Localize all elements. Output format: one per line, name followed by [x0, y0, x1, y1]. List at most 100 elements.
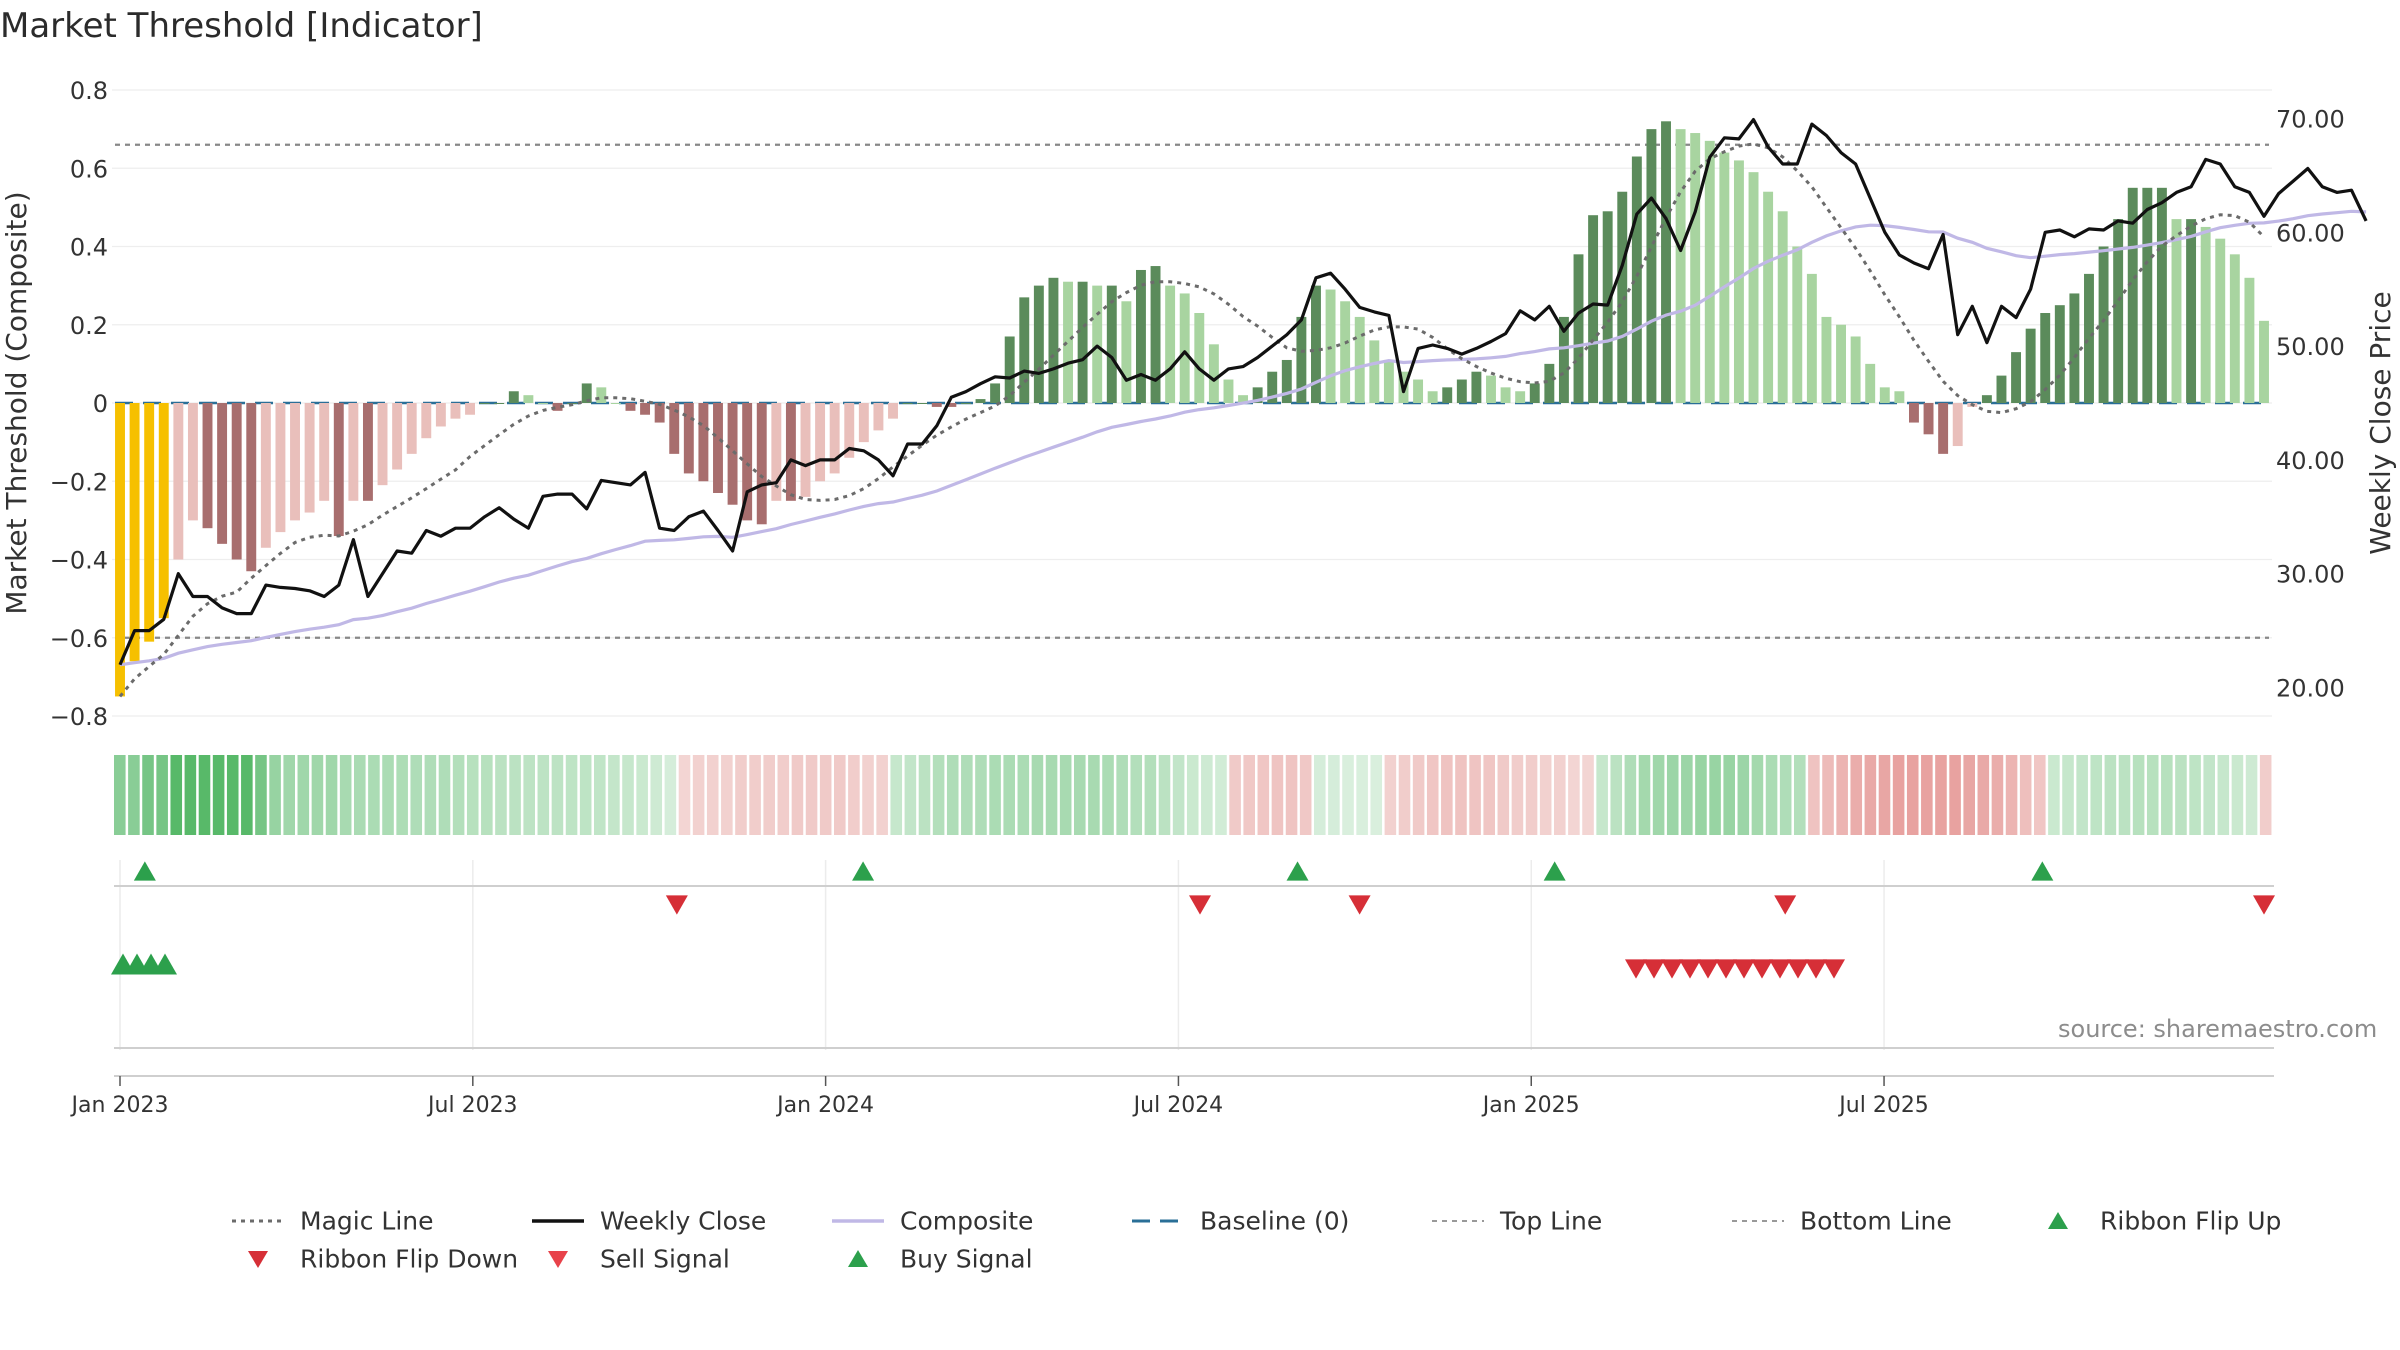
composite-bar [494, 403, 505, 404]
composite-bar [2011, 352, 2022, 403]
legend-label: Buy Signal [900, 1244, 1033, 1274]
ribbon-cell [283, 755, 295, 835]
ribbon-cell [1878, 755, 1891, 835]
ribbon-cell [269, 755, 281, 835]
buy-signal-marker [852, 861, 875, 881]
composite-bar [785, 403, 796, 501]
ribbon-cell [946, 755, 959, 835]
ribbon-cell [1356, 755, 1368, 835]
composite-bar [1515, 391, 1526, 403]
composite-bar [1223, 379, 1234, 403]
ribbon-cell [1935, 755, 1947, 835]
y-tick-label: 0.6 [70, 155, 108, 183]
ribbon-cell [1554, 755, 1566, 835]
ribbon-cell [424, 755, 437, 835]
ribbon-cell [1666, 755, 1679, 835]
composite-bar [1909, 403, 1919, 423]
composite-bar [377, 403, 388, 486]
composite-bar [2244, 277, 2255, 403]
composite-bar [1077, 281, 1088, 403]
composite-bar [1427, 391, 1438, 403]
y2-axis-title: Weekly Close Price [2364, 291, 2397, 554]
ribbon-cell [1568, 755, 1580, 835]
composite-bar [2186, 219, 2197, 403]
y-tick-label: −0.6 [50, 625, 108, 653]
ribbon-cell [1751, 755, 1764, 835]
ribbon-cell [1257, 755, 1270, 835]
ribbon-cell [255, 755, 267, 835]
composite-bar [275, 403, 286, 533]
ribbon-cell [1215, 755, 1227, 835]
ribbon-cell [2005, 755, 2018, 835]
ribbon-cell [2175, 755, 2187, 835]
ribbon-cell [678, 755, 691, 835]
ribbon-cell [1088, 755, 1100, 835]
sell-signal-marker [665, 895, 688, 915]
composite-bar [158, 403, 169, 619]
composite-bar [990, 383, 1001, 403]
ribbon-cell [1144, 755, 1157, 835]
composite-bar [1238, 395, 1249, 403]
legend-swatch [230, 1210, 286, 1232]
ribbon-cell [2245, 755, 2258, 835]
ribbon-cell [1525, 755, 1538, 835]
ribbon-cell [438, 755, 451, 835]
composite-bar [1004, 336, 1015, 403]
ribbon-cell [184, 755, 197, 835]
composite-bar [727, 403, 738, 505]
ribbon-cell [1906, 755, 1919, 835]
composite-bar [742, 403, 753, 521]
composite-bar [1311, 285, 1321, 403]
ribbon-cell [396, 755, 408, 835]
ribbon-cell [481, 755, 493, 835]
ribbon-cell [1243, 755, 1255, 835]
composite-bar [1296, 316, 1307, 403]
ribbon-cell [1808, 755, 1820, 835]
series-lines [118, 118, 2368, 698]
ribbon-cell [1949, 755, 1961, 835]
y-tick-label: −0.2 [50, 468, 108, 496]
ribbon-cell [1511, 755, 1524, 835]
composite-bar [1033, 285, 1044, 403]
composite-bar [1777, 211, 1788, 403]
composite-bar [479, 403, 490, 404]
composite-bar [1442, 387, 1453, 403]
legend-label: Bottom Line [1800, 1206, 1952, 1236]
legend-label: Ribbon Flip Up [2100, 1206, 2282, 1236]
composite-bar [2156, 187, 2167, 403]
composite-bar [465, 403, 475, 415]
y-tick-label: 0.4 [70, 234, 108, 262]
composite-bar [348, 403, 359, 501]
ribbon-cell [961, 755, 973, 835]
legend-swatch [530, 1210, 586, 1232]
ribbon-cell [636, 755, 648, 835]
x-tick-label: Jan 2023 [70, 1093, 169, 1118]
composite-bar [1865, 363, 1876, 403]
composite-bar [1500, 387, 1511, 403]
ribbon-cell [664, 755, 677, 835]
ribbon-cell [1158, 755, 1171, 835]
buy-signal-marker [1286, 861, 1309, 881]
composite-bar [654, 403, 665, 423]
composite-bar [858, 403, 869, 443]
composite-bar [1383, 359, 1394, 403]
composite-bar [1661, 121, 1671, 404]
ribbon-cell [1822, 755, 1834, 835]
legend-item: Sell Signal [530, 1243, 730, 1274]
ribbon-cell [1610, 755, 1623, 835]
ribbon-cell [1921, 755, 1933, 835]
ribbon-cell [226, 755, 239, 835]
ribbon-cell [975, 755, 987, 835]
weekly-close-line [118, 118, 2368, 666]
composite-bar [1836, 324, 1846, 403]
composite-bar [946, 403, 957, 407]
ribbon-cell [1328, 755, 1340, 835]
composite-bar [756, 403, 767, 525]
ribbon-cell [904, 755, 917, 835]
composite-bar [1106, 285, 1117, 403]
composite-bar [144, 403, 155, 642]
ribbon-cell [579, 755, 592, 835]
x-tick-label: Jul 2025 [1837, 1093, 1929, 1118]
ribbon-cell [1059, 755, 1072, 835]
